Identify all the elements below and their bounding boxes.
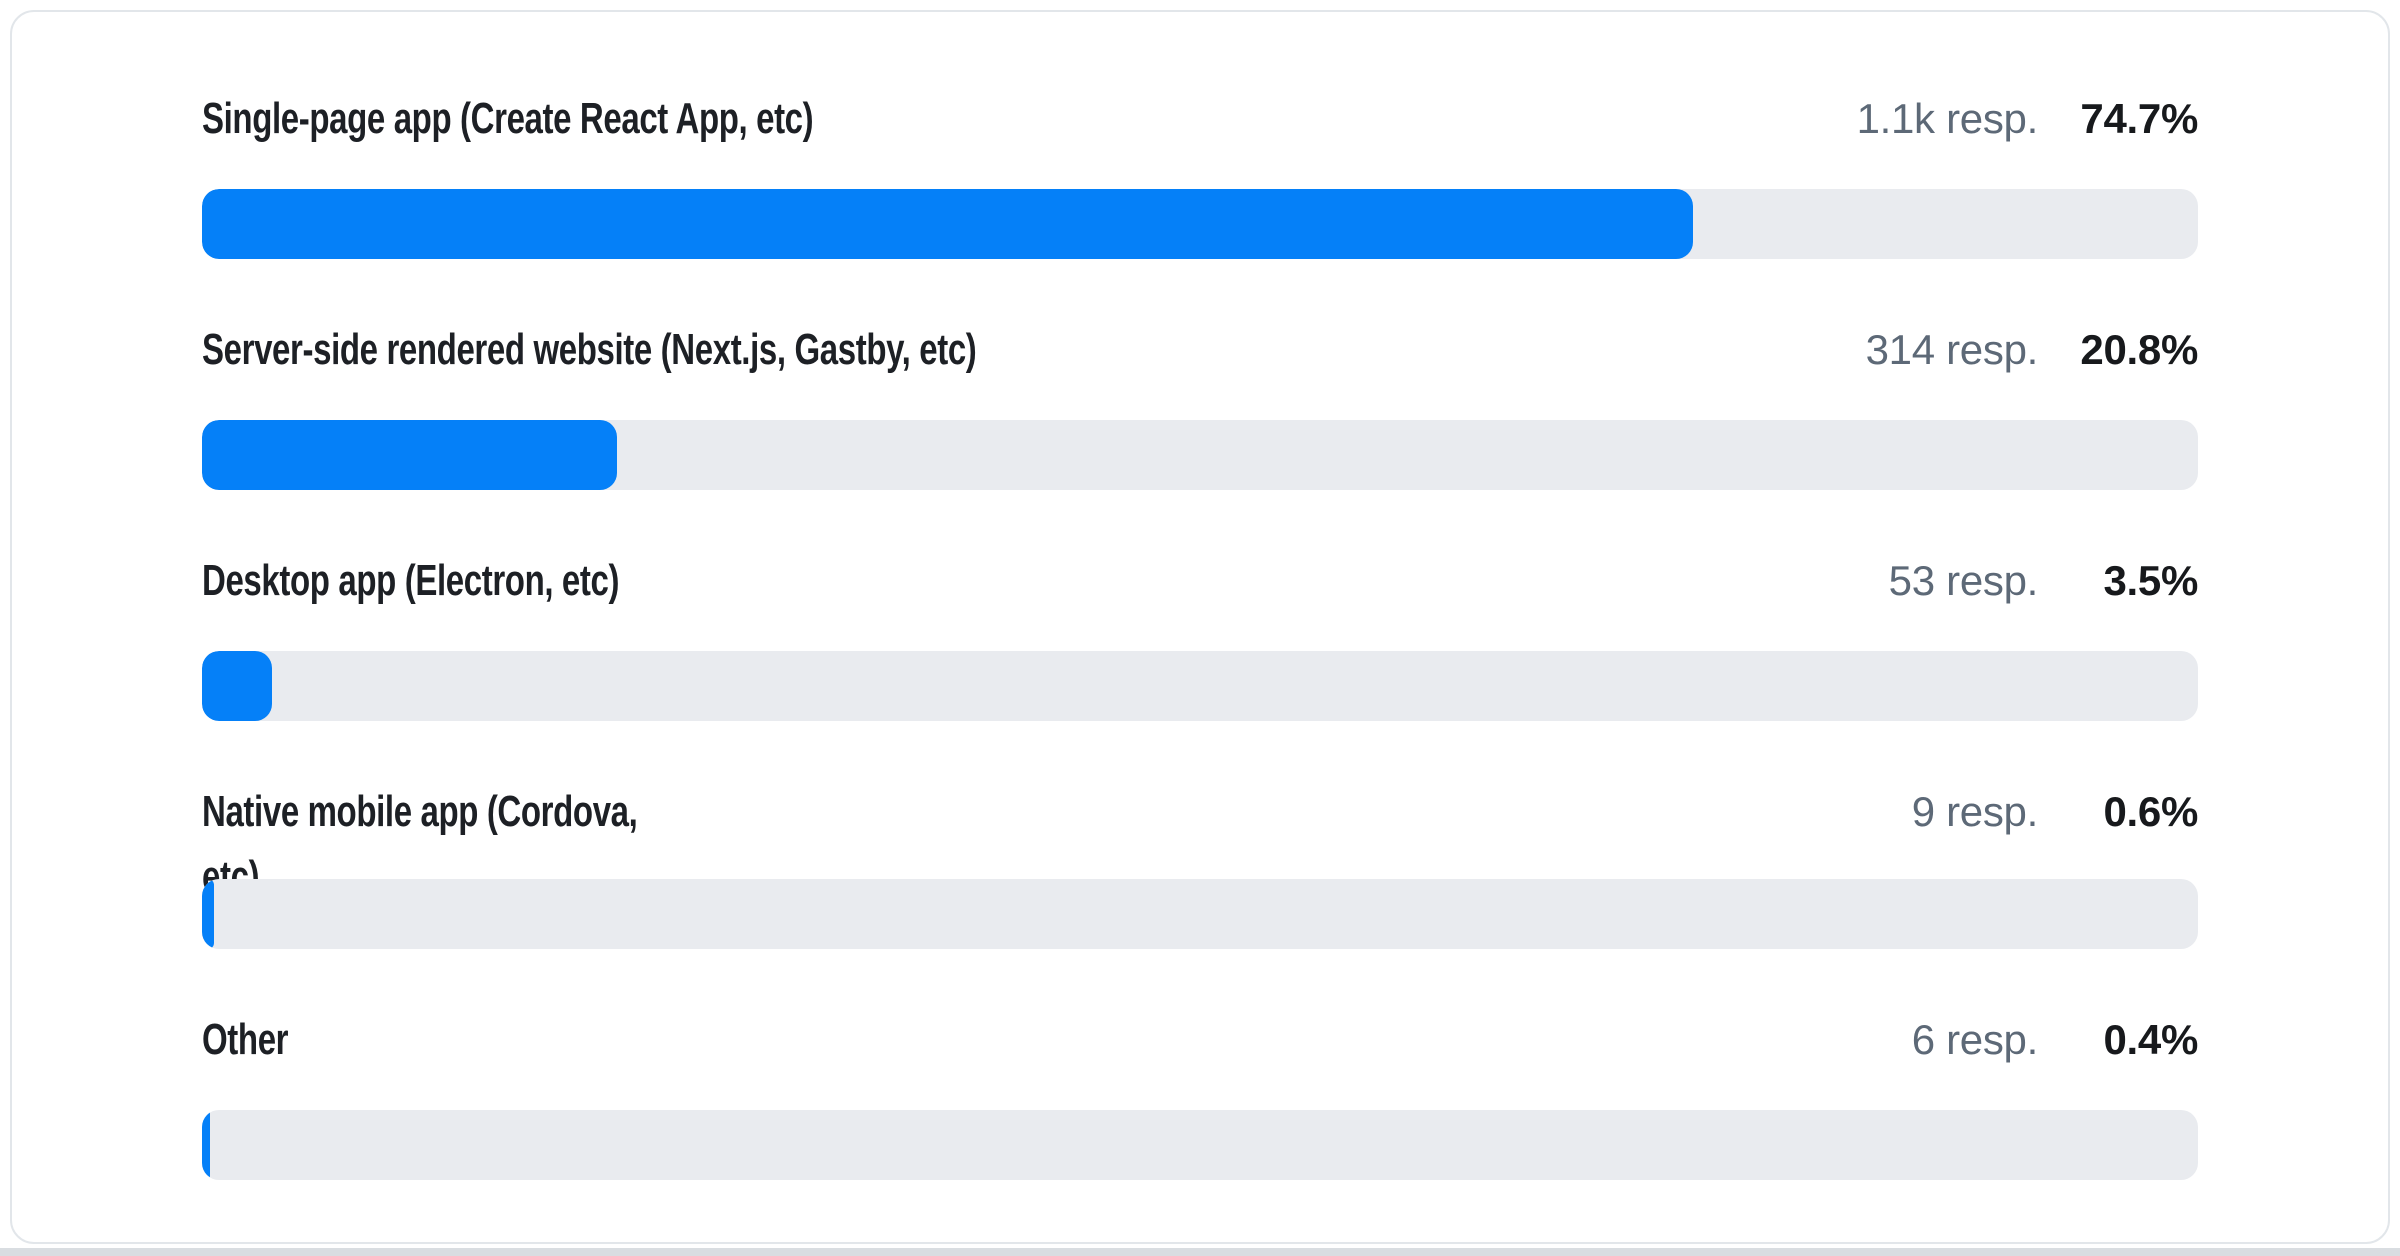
percent-value: 3.5%	[2103, 557, 2198, 604]
survey-results-list: Single-page app (Create React App, etc) …	[12, 12, 2388, 1180]
bar-track	[202, 1110, 2198, 1180]
bar-fill	[202, 189, 1693, 259]
response-count: 1.1k resp.	[1856, 95, 2039, 142]
percent-value: 74.7%	[2080, 95, 2198, 142]
response-count: 6 resp.	[1911, 1016, 2039, 1063]
option-label: Desktop app (Electron, etc)	[202, 556, 620, 605]
bar-fill	[202, 651, 272, 721]
survey-option-row: Desktop app (Electron, etc) 53 resp. 3.5…	[202, 548, 2198, 721]
option-label: Native mobile app (Cordova, etc)	[202, 787, 638, 901]
option-header: Single-page app (Create React App, etc) …	[202, 86, 2198, 151]
bar-track	[202, 651, 2198, 721]
option-label: Server-side rendered website (Next.js, G…	[202, 325, 977, 374]
response-count: 9 resp.	[1911, 788, 2039, 835]
bar-fill	[202, 879, 214, 949]
option-label: Single-page app (Create React App, etc)	[202, 94, 814, 143]
option-header: Other 6 resp. 0.4%	[202, 1007, 2198, 1072]
bottom-page-strip	[0, 1248, 2400, 1256]
percent-value: 0.4%	[2103, 1016, 2198, 1063]
bar-track	[202, 879, 2198, 949]
bar-track	[202, 189, 2198, 259]
survey-option-row: Single-page app (Create React App, etc) …	[202, 86, 2198, 259]
survey-results-card: Single-page app (Create React App, etc) …	[10, 10, 2390, 1244]
option-values: 9 resp. 0.6%	[1911, 779, 2199, 844]
bar-fill	[202, 420, 618, 490]
response-count: 53 resp.	[1888, 557, 2039, 604]
option-label: Other	[202, 1015, 289, 1064]
option-values: 314 resp. 20.8%	[1865, 317, 2199, 382]
survey-option-row: Native mobile app (Cordova, etc) 9 resp.…	[202, 779, 2198, 949]
option-header: Server-side rendered website (Next.js, G…	[202, 317, 2198, 382]
survey-option-row: Other 6 resp. 0.4%	[202, 1007, 2198, 1180]
bar-fill	[202, 1110, 210, 1180]
option-header: Native mobile app (Cordova, etc) 9 resp.…	[202, 779, 2198, 909]
percent-value: 0.6%	[2103, 788, 2198, 835]
option-values: 6 resp. 0.4%	[1911, 1007, 2199, 1072]
option-header: Desktop app (Electron, etc) 53 resp. 3.5…	[202, 548, 2198, 613]
survey-option-row: Server-side rendered website (Next.js, G…	[202, 317, 2198, 490]
option-values: 53 resp. 3.5%	[1888, 548, 2199, 613]
percent-value: 20.8%	[2080, 326, 2198, 373]
option-values: 1.1k resp. 74.7%	[1856, 86, 2199, 151]
response-count: 314 resp.	[1865, 326, 2039, 373]
bar-track	[202, 420, 2198, 490]
